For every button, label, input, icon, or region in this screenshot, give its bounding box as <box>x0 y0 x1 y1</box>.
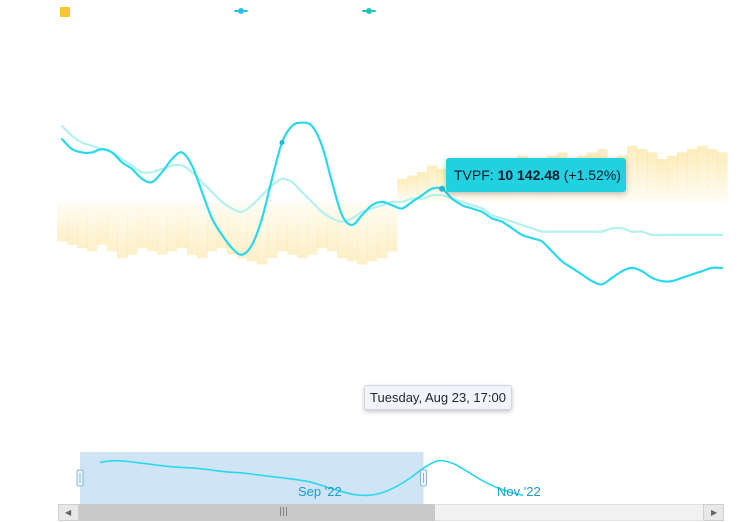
scroll-left-button[interactable]: ◀ <box>58 504 79 521</box>
tooltip-value: 10 142.48 <box>497 167 560 183</box>
volume-bar <box>337 201 348 258</box>
scrollbar-thumb[interactable]: ||| <box>79 504 435 521</box>
volume-bar <box>237 201 248 258</box>
series-marker <box>279 140 285 145</box>
volume-bar <box>197 201 208 258</box>
volume-bar <box>77 201 88 249</box>
volume-bar <box>307 201 318 255</box>
volume-bar <box>107 201 118 252</box>
volume-bar <box>67 201 78 245</box>
volume-bar <box>357 201 368 265</box>
tooltip-symbol: TVPF: <box>454 167 494 183</box>
navigator-label-nov: Nov '22 <box>497 484 541 499</box>
volume-bar <box>327 201 338 252</box>
volume-bar <box>127 201 138 255</box>
volume-bar <box>647 152 658 202</box>
volume-bar <box>677 152 688 202</box>
highlight-point <box>439 185 445 192</box>
volume-bar <box>637 149 648 202</box>
volume-bar <box>707 149 718 202</box>
volume-bar <box>697 145 708 202</box>
volume-bar <box>147 201 158 252</box>
volume-bar <box>257 201 268 265</box>
volume-bar <box>207 201 218 252</box>
volume-bar <box>317 201 328 249</box>
legend-square-icon <box>60 7 70 17</box>
volume-bar <box>217 201 228 249</box>
volume-bar <box>157 201 168 255</box>
arrow-left-icon: ◀ <box>65 508 72 517</box>
series-line-primary <box>60 121 724 286</box>
volume-bar <box>227 201 238 255</box>
volume-bar <box>417 172 428 202</box>
volume-bar <box>167 201 178 252</box>
volume-bar <box>347 201 358 262</box>
volume-bar <box>247 201 258 262</box>
volume-bar <box>267 201 278 258</box>
volume-bar <box>297 201 308 258</box>
navigator[interactable] <box>76 452 524 504</box>
volume-bar <box>117 201 128 258</box>
legend-dot-icon <box>366 8 372 14</box>
scrollbar[interactable]: ||| ◀ ▶ <box>58 504 724 522</box>
plot-area <box>57 121 728 286</box>
volume-bar <box>277 201 288 252</box>
volume-bar <box>687 149 698 202</box>
grip-icon: ||| <box>279 507 289 517</box>
volume-bar <box>427 165 438 202</box>
volume-bar <box>87 201 98 252</box>
volume-bar <box>717 152 728 202</box>
volume-bar <box>387 201 398 252</box>
crosshair-date-label: Tuesday, Aug 23, 17:00 <box>364 385 512 410</box>
volume-bar <box>57 201 68 242</box>
series-line-secondary <box>60 124 724 237</box>
volume-bar <box>667 155 678 202</box>
volume-bar <box>287 201 298 255</box>
legend-dot-icon <box>238 8 244 14</box>
volume-bar <box>177 201 188 249</box>
navigator-series-line <box>99 459 524 497</box>
scroll-right-button[interactable]: ▶ <box>703 504 724 521</box>
legend <box>0 0 738 22</box>
volume-bar <box>97 201 108 245</box>
tooltip-change: (+1.52%) <box>563 167 621 183</box>
volume-bar <box>627 145 638 202</box>
volume-bar <box>187 201 198 255</box>
volume-bar <box>367 201 378 262</box>
volume-bar <box>437 168 448 202</box>
volume-bar <box>397 178 408 202</box>
volume-bar <box>377 201 388 258</box>
arrow-right-icon: ▶ <box>711 508 718 517</box>
volume-bar <box>657 159 668 202</box>
volume-bar <box>137 201 148 249</box>
value-tooltip: TVPF: 10 142.48 (+1.52%) <box>446 158 626 192</box>
navigator-selection <box>80 452 424 504</box>
volume-bar <box>407 175 418 202</box>
navigator-label-sep: Sep '22 <box>298 484 342 499</box>
